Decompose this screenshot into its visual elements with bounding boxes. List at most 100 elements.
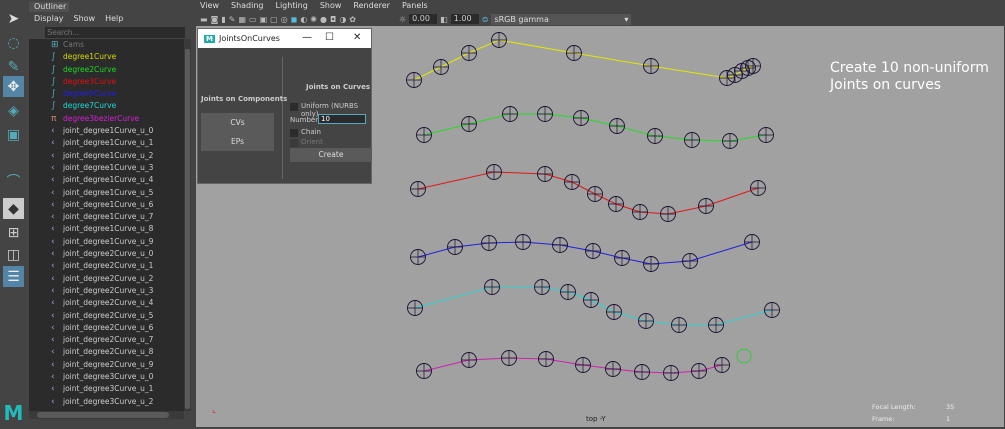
joint-cross[interactable] (585, 243, 601, 259)
outliner-item[interactable]: ‹ joint_degree1Curve_u_4 (51, 175, 154, 186)
joint-cross[interactable] (560, 284, 576, 300)
joint-cross[interactable] (714, 357, 730, 373)
outliner-item[interactable]: ‹ joint_degree1Curve_u_3 (51, 162, 154, 173)
outliner-item[interactable]: ‹ joint_degree1Curve_u_2 (51, 150, 154, 161)
outliner-vertical-scrollbar[interactable] (184, 39, 191, 411)
joint-cross[interactable] (410, 249, 426, 265)
joint-cross[interactable] (608, 196, 624, 212)
outliner-item[interactable]: ‹ joint_degree2Curve_u_0 (51, 249, 154, 260)
menu-help[interactable]: Help (105, 14, 124, 23)
joint-cross[interactable] (609, 118, 625, 134)
joint-cross[interactable] (406, 72, 422, 88)
joint-cross[interactable] (745, 58, 761, 74)
joint-cross[interactable] (691, 363, 707, 379)
outliner-item[interactable]: ‹ joint_degree1Curve_u_7 (51, 212, 154, 223)
joint-cross[interactable] (491, 32, 507, 48)
outliner-tab[interactable]: Outliner (29, 2, 69, 12)
lights-icon[interactable]: ✺ (310, 14, 317, 24)
joint-cross[interactable] (416, 127, 432, 143)
menu-lighting[interactable]: Lighting (275, 1, 308, 10)
joint-cross[interactable] (587, 186, 603, 202)
joint-cross[interactable] (758, 127, 774, 143)
close-button[interactable]: ✕ (353, 32, 362, 43)
textured-icon[interactable]: ◐ (300, 14, 308, 24)
rotate-tool-icon[interactable]: ◈ (8, 102, 19, 119)
menu-shading[interactable]: Shading (230, 1, 264, 10)
outliner-item[interactable]: ‹ joint_degree2Curve_u_3 (51, 285, 154, 296)
outliner-item[interactable]: ‹ joint_degree1Curve_u_9 (51, 236, 154, 247)
safe-action-icon[interactable]: ▢ (270, 14, 278, 24)
outliner-item[interactable]: ‹ joint_degree3Curve_u_1 (51, 384, 154, 395)
maximize-button[interactable]: ☐ (325, 32, 334, 43)
menu-renderer[interactable]: Renderer (353, 1, 390, 10)
gamma-icon[interactable]: ✿ (349, 14, 356, 24)
nurbs-curve[interactable] (417, 171, 759, 215)
layout-four-icon[interactable]: ⊞ (7, 224, 20, 241)
nurbs-curve[interactable] (413, 39, 754, 81)
outliner-item[interactable]: ‹ joint_degree2Curve_u_8 (51, 347, 154, 358)
joint-cross[interactable] (537, 166, 553, 182)
joint-cross[interactable] (638, 313, 654, 329)
joint-cross[interactable] (447, 239, 463, 255)
scale-tool-icon[interactable]: ▣ (6, 126, 21, 143)
grid-icon[interactable]: ▦ (238, 14, 246, 24)
outliner-item[interactable]: ‹ joint_degree3Curve_u_2 (51, 396, 154, 407)
gamma-field[interactable]: 1.00 (450, 14, 479, 24)
joint-cross[interactable] (682, 253, 698, 269)
uniform-checkbox[interactable] (290, 103, 298, 111)
joint-cross[interactable] (660, 206, 676, 222)
film-gate-icon[interactable]: ▭ (249, 14, 257, 24)
joint-cross[interactable] (634, 364, 650, 380)
dialog-titlebar[interactable]: M JointsOnCurves — ☐ ✕ (198, 29, 371, 48)
outliner-item[interactable]: ⊞ Cams (51, 40, 85, 50)
joint-cross[interactable] (552, 237, 568, 253)
joint-cross[interactable] (502, 106, 518, 122)
joint-cross[interactable] (481, 235, 497, 251)
joint-cross[interactable] (708, 317, 724, 333)
joint-cross[interactable] (606, 304, 622, 320)
camera-attributes-icon[interactable]: ◙ (210, 14, 219, 24)
joint-cross[interactable] (663, 365, 679, 381)
outliner-item[interactable]: ‹ joint_degree2Curve_u_4 (51, 298, 154, 309)
outliner-item[interactable]: ‹ joint_degree1Curve_u_1 (51, 138, 154, 149)
resolution-gate-icon[interactable]: ▣ (259, 14, 268, 24)
menu-show[interactable]: Show (73, 14, 96, 23)
joint-cross[interactable] (538, 351, 554, 367)
outliner-item[interactable]: ‹ joint_degree2Curve_u_2 (51, 273, 154, 284)
joint-cross[interactable] (643, 58, 659, 74)
isolate-icon[interactable]: ◘ (329, 14, 337, 24)
outliner-item[interactable]: π degree3bezierCurve (51, 113, 140, 124)
move-tool-icon[interactable]: ✥ (3, 76, 24, 97)
wireframe-icon[interactable]: ◎ (280, 14, 288, 24)
joint-cross[interactable] (484, 279, 500, 295)
joint-cross[interactable] (410, 181, 426, 197)
outliner-item[interactable]: ‹ joint_degree2Curve_u_1 (51, 261, 154, 272)
color-space-dropdown[interactable]: sRGB gamma ▾ (491, 13, 632, 25)
outliner-item[interactable]: ‹ joint_degree3Curve_u_0 (51, 372, 154, 383)
outliner-item[interactable]: ‹ joint_degree1Curve_u_5 (51, 187, 154, 198)
joint-cross[interactable] (744, 234, 760, 250)
color-management-icon[interactable]: ⊜ (481, 14, 489, 24)
joint-cross[interactable] (750, 180, 766, 196)
number-input[interactable]: 10 (318, 114, 366, 124)
joint-cross[interactable] (515, 234, 531, 250)
outliner-item[interactable]: ‹ joint_degree2Curve_u_7 (51, 335, 154, 346)
layout-two-icon[interactable]: ◫ (6, 246, 21, 263)
joint-cross[interactable] (461, 352, 477, 368)
joint-cross[interactable] (566, 45, 582, 61)
outliner-search-input[interactable] (45, 27, 185, 38)
joint-cross[interactable] (632, 204, 648, 220)
joint-cross[interactable] (614, 250, 630, 266)
outliner-item[interactable]: ‹ joint_degree2Curve_u_9 (51, 359, 154, 370)
camera-icon[interactable]: ▬ (200, 14, 208, 24)
outliner-item[interactable]: ∫ degree5Curve (51, 89, 117, 100)
chain-checkbox[interactable] (290, 129, 298, 137)
outliner-horizontal-scrollbar[interactable] (29, 411, 184, 419)
joint-cross[interactable] (407, 300, 423, 316)
joint-cross[interactable] (534, 279, 550, 295)
bookmark-icon[interactable]: ▮ (221, 14, 226, 24)
joint-cross[interactable] (461, 116, 477, 132)
outliner-item[interactable]: ∫ degree2Curve (51, 64, 117, 75)
create-button[interactable]: Create (290, 148, 372, 162)
outliner-item[interactable]: ∫ degree1Curve (51, 52, 117, 63)
